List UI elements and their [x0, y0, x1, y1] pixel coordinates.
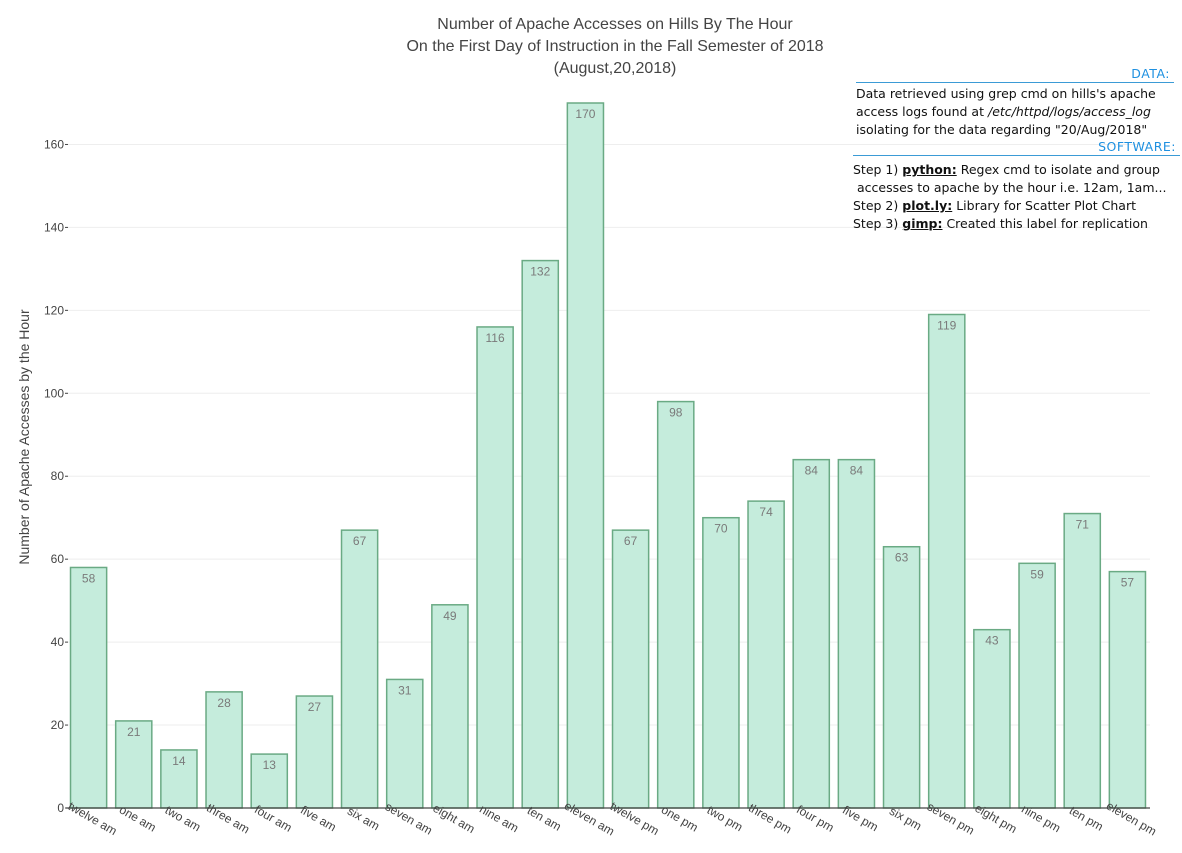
bar	[160, 749, 198, 809]
data-label: 58	[82, 571, 96, 585]
data-label: 71	[1076, 518, 1090, 532]
y-tick-label: 0	[57, 801, 64, 815]
bar	[1063, 512, 1102, 809]
y-axis-label: Number of Apache Accesses by the Hour	[16, 309, 32, 565]
bar	[385, 678, 424, 809]
chart-title-line-2: On the First Day of Instruction in the F…	[406, 38, 824, 55]
step-2: Step 2) plot.ly: Library for Scatter Plo…	[853, 197, 1180, 215]
y-tick-label: 160	[44, 137, 64, 151]
data-line-2-text: access logs found at	[856, 104, 984, 119]
data-label: 84	[850, 464, 864, 478]
bar	[792, 458, 831, 809]
data-label: 67	[353, 534, 367, 548]
data-label: 49	[443, 609, 457, 623]
data-label: 59	[1030, 567, 1044, 581]
data-line-3: isolating for the data regarding "20/Aug…	[856, 122, 1148, 137]
data-label: 13	[263, 758, 277, 772]
bar	[702, 516, 740, 809]
bar	[69, 566, 108, 809]
data-label: 119	[937, 319, 956, 333]
step-1-text: Regex cmd to isolate and group	[956, 162, 1160, 177]
step-1-prefix: Step 1)	[853, 162, 903, 177]
data-label: 21	[127, 725, 141, 739]
step-1-continued: accesses to apache by the hour i.e. 12am…	[857, 180, 1167, 195]
step-3: Step 3) gimp: Created this label for rep…	[853, 215, 1180, 233]
data-label: 70	[714, 522, 728, 536]
y-tick-label: 100	[44, 386, 64, 400]
chart-title: Number of Apache Accesses on Hills By Th…	[250, 14, 980, 80]
bar	[837, 458, 876, 809]
chart-title-line-1: Number of Apache Accesses on Hills By Th…	[437, 16, 793, 33]
y-tick-label: 120	[44, 303, 64, 317]
bar	[1108, 570, 1147, 809]
bar	[340, 529, 379, 809]
data-label: 31	[398, 683, 412, 697]
bar	[431, 604, 469, 809]
data-label: 57	[1121, 576, 1135, 590]
y-tick-label: 20	[51, 718, 65, 732]
bar	[973, 628, 1011, 809]
step-3-tool: gimp:	[902, 216, 943, 231]
bar	[521, 259, 560, 809]
bar	[656, 400, 695, 809]
data-line-2: access logs found at /etc/httpd/logs/acc…	[856, 103, 1174, 121]
data-header: DATA:	[856, 66, 1174, 83]
y-tick-labels: 0 20 40 60 80 100 120 140 160	[44, 137, 64, 815]
axes	[65, 143, 1150, 809]
step-1: Step 1) python: Regex cmd to isolate and…	[853, 161, 1180, 179]
bar	[882, 545, 921, 809]
data-label: 116	[486, 331, 505, 345]
data-description: Data retrieved using grep cmd on hills's…	[848, 85, 1174, 139]
step-1-tool: python:	[902, 162, 957, 177]
bar	[566, 102, 605, 809]
step-2-text: Library for Scatter Plot Chart	[952, 198, 1137, 213]
data-label: 84	[805, 464, 819, 478]
bars	[69, 102, 1147, 809]
y-tick-label: 40	[51, 635, 65, 649]
chart-title-line-3: (August,20,2018)	[553, 60, 677, 77]
y-tick-label: 80	[51, 469, 65, 483]
bar	[1018, 562, 1056, 809]
data-labels: 58 21 14 28 13 27 67 31 49 116 132 170 67 98 70 74 84 84 6…	[82, 107, 1135, 772]
bar	[476, 326, 514, 809]
data-label: 132	[530, 265, 550, 279]
data-label: 28	[217, 696, 231, 710]
y-tick-label: 140	[44, 220, 64, 234]
data-label: 98	[669, 406, 683, 420]
annotation-box: DATA: Data retrieved using grep cmd on h…	[848, 66, 1180, 233]
bar	[747, 500, 785, 809]
bar	[927, 313, 966, 809]
step-2-tool: plot.ly:	[902, 198, 953, 213]
data-label: 27	[308, 700, 322, 714]
data-label: 67	[624, 534, 638, 548]
gridlines	[66, 143, 1150, 726]
data-label: 63	[895, 551, 909, 565]
data-label: 74	[759, 505, 773, 519]
step-3-text: Created this label for replication	[942, 216, 1148, 231]
bar	[205, 691, 243, 809]
software-header: SOFTWARE:	[853, 139, 1180, 156]
data-line-1: Data retrieved using grep cmd on hills's…	[856, 86, 1156, 101]
y-tick-label: 60	[51, 552, 65, 566]
data-label: 43	[985, 634, 999, 648]
log-path: /etc/httpd/logs/access_log	[987, 104, 1151, 119]
step-2-prefix: Step 2)	[853, 198, 903, 213]
bar	[611, 529, 650, 809]
software-steps: Step 1) python: Regex cmd to isolate and…	[848, 161, 1180, 233]
data-label: 14	[172, 754, 186, 768]
data-label: 170	[575, 107, 595, 121]
step-3-prefix: Step 3)	[853, 216, 903, 231]
bar	[295, 695, 334, 809]
